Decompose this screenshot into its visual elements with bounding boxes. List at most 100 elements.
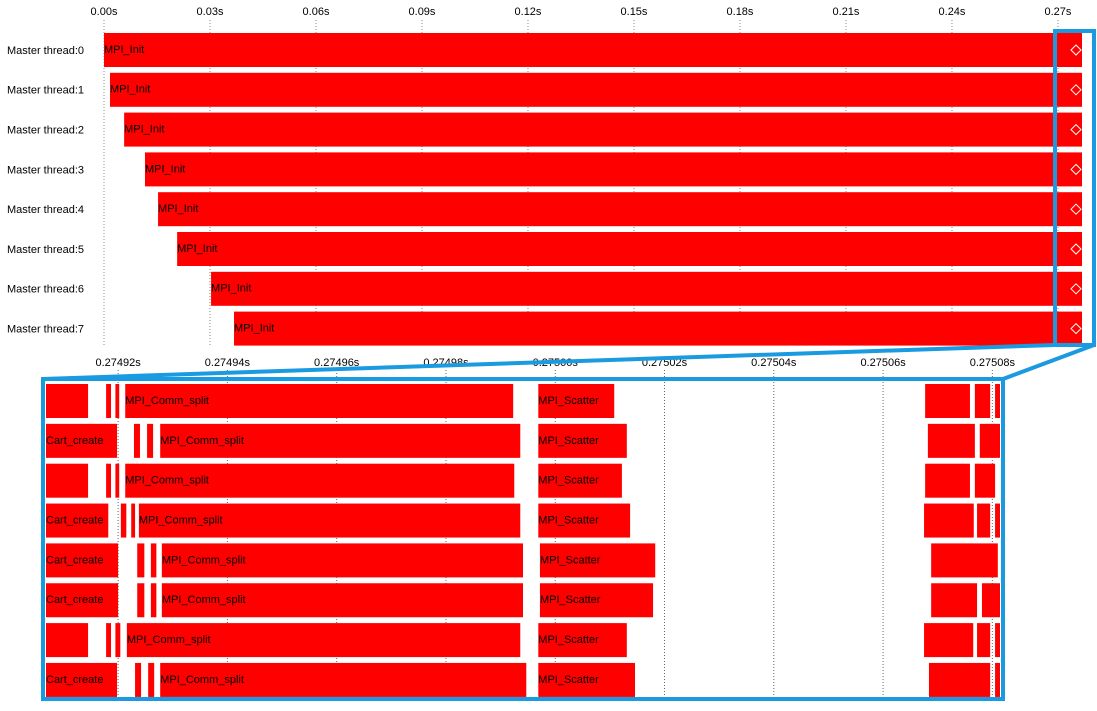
function-label: MPI_Init bbox=[234, 323, 274, 335]
function-label: Cart_create bbox=[46, 554, 103, 566]
function-bar bbox=[148, 662, 155, 697]
tick-label: 0.00s bbox=[91, 6, 118, 18]
function-label: MPI_Init bbox=[104, 44, 144, 56]
function-bar bbox=[977, 623, 991, 658]
function-bar bbox=[158, 192, 1082, 227]
function-bar bbox=[924, 623, 974, 658]
function-bar bbox=[137, 583, 145, 618]
function-label: MPI_Scatter bbox=[540, 594, 601, 606]
function-bar bbox=[931, 583, 978, 618]
message-marker bbox=[1070, 163, 1082, 176]
function-bar bbox=[106, 623, 112, 658]
function-bar bbox=[106, 463, 112, 498]
function-bar bbox=[539, 583, 654, 618]
tick-label: 0.27s bbox=[1045, 6, 1072, 18]
function-bar bbox=[538, 423, 627, 458]
function-bar bbox=[106, 384, 112, 418]
function-label: MPI_Comm_split bbox=[162, 554, 246, 566]
function-bar bbox=[538, 463, 622, 498]
function-bar bbox=[977, 503, 991, 538]
tick-label: 0.27492s bbox=[95, 357, 141, 369]
message-marker bbox=[1070, 203, 1082, 215]
zoom-bars: MPI_Comm_split MPI_Scatter Cart_create MPI_… bbox=[46, 384, 1000, 697]
message-marker bbox=[1070, 322, 1082, 335]
function-bar bbox=[161, 583, 523, 618]
tick-label: 0.06s bbox=[303, 6, 330, 18]
row-label: Master thread:7 bbox=[7, 324, 84, 336]
zoom-highlight bbox=[41, 29, 1096, 701]
function-bar bbox=[150, 543, 157, 578]
row-label: Master thread:3 bbox=[7, 164, 84, 176]
function-bar bbox=[234, 311, 1082, 346]
function-bar bbox=[125, 384, 514, 418]
row-label: Master thread:5 bbox=[7, 244, 84, 256]
function-bar bbox=[144, 152, 1082, 187]
function-label: Cart_create bbox=[46, 674, 103, 686]
tick-label: 0.15s bbox=[621, 6, 648, 18]
function-bar bbox=[160, 423, 521, 458]
function-bar bbox=[46, 662, 118, 697]
function-bar bbox=[538, 623, 627, 658]
function-label: MPI_Scatter bbox=[538, 435, 599, 447]
function-bar bbox=[927, 423, 975, 458]
function-bar bbox=[995, 662, 1000, 697]
function-bar bbox=[46, 623, 89, 658]
function-bar bbox=[46, 463, 89, 498]
function-bar bbox=[538, 503, 631, 538]
function-bar bbox=[115, 384, 120, 418]
function-label: Cart_create bbox=[46, 514, 103, 526]
tick-label: 0.03s bbox=[197, 6, 224, 18]
function-bar bbox=[110, 72, 1082, 107]
function-bar bbox=[539, 543, 656, 578]
tick-label: 0.27494s bbox=[205, 357, 251, 369]
function-bar bbox=[979, 423, 1000, 458]
function-label: MPI_Scatter bbox=[538, 634, 599, 646]
function-label: MPI_Scatter bbox=[538, 395, 599, 407]
function-label: Cart_create bbox=[46, 594, 103, 606]
function-bar bbox=[150, 583, 157, 618]
tick-label: 0.27496s bbox=[314, 357, 360, 369]
function-label: MPI_Init bbox=[211, 283, 251, 295]
message-marker bbox=[1070, 283, 1082, 295]
function-label: MPI_Comm_split bbox=[139, 514, 223, 526]
function-bar bbox=[928, 662, 991, 697]
function-bar bbox=[538, 662, 636, 697]
function-bar bbox=[133, 423, 140, 458]
function-bar bbox=[925, 384, 970, 418]
function-bar bbox=[538, 384, 615, 418]
function-label: MPI_Scatter bbox=[540, 554, 601, 566]
tick-label: 0.18s bbox=[727, 6, 754, 18]
overview-panel: 0.00s 0.03s 0.06s 0.09s 0.12s 0.15s 0.18s 0.21s… bbox=[7, 6, 1082, 346]
function-bar bbox=[135, 662, 142, 697]
zoom-panel: 0.27492s 0.27494s 0.27496s 0.27498s 0.27500s… bbox=[46, 357, 1015, 698]
function-bar bbox=[126, 623, 521, 658]
function-bar bbox=[137, 543, 145, 578]
function-bar bbox=[138, 503, 521, 538]
function-bar bbox=[115, 463, 120, 498]
function-bar bbox=[46, 384, 89, 418]
function-label: MPI_Init bbox=[145, 163, 185, 175]
function-bar bbox=[924, 503, 974, 538]
function-label: MPI_Comm_split bbox=[160, 674, 244, 686]
function-label: MPI_Init bbox=[110, 84, 150, 96]
function-bar bbox=[120, 503, 127, 538]
tick-label: 0.21s bbox=[833, 6, 860, 18]
function-bar bbox=[974, 463, 996, 498]
row-label: Master thread:1 bbox=[7, 85, 84, 97]
function-label: MPI_Scatter bbox=[538, 674, 599, 686]
message-marker bbox=[1070, 123, 1082, 136]
function-bar bbox=[177, 232, 1082, 266]
function-label: MPI_Comm_split bbox=[160, 435, 244, 447]
function-bar bbox=[46, 423, 118, 458]
function-bar bbox=[125, 463, 515, 498]
tick-label: 0.12s bbox=[515, 6, 542, 18]
function-label: MPI_Scatter bbox=[538, 475, 599, 487]
function-label: MPI_Comm_split bbox=[127, 634, 211, 646]
function-bar bbox=[147, 423, 154, 458]
function-bar bbox=[161, 543, 523, 578]
function-bar bbox=[995, 503, 1000, 538]
row-label: Master thread:0 bbox=[7, 45, 84, 57]
function-bar bbox=[211, 271, 1082, 306]
row-label: Master thread:2 bbox=[7, 125, 84, 137]
